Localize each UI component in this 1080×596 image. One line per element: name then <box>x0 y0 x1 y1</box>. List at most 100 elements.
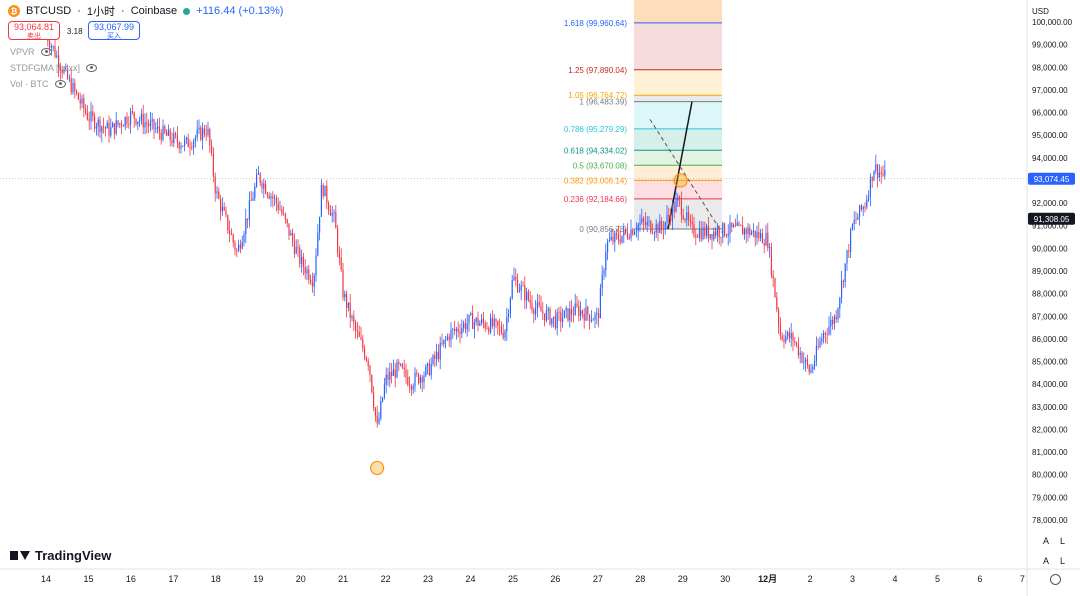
candle-body <box>155 128 157 130</box>
log-scale-button[interactable]: L <box>1060 536 1066 546</box>
currency-label: USD <box>1032 7 1049 16</box>
interval-label[interactable]: 1小时 <box>86 6 116 18</box>
candle-body <box>383 384 385 398</box>
sell-label: 卖出 <box>27 33 41 40</box>
candle-body <box>772 275 774 279</box>
time-tick-label: 25 <box>508 574 518 584</box>
market-open-icon <box>183 7 191 15</box>
candle-body <box>259 173 261 183</box>
candle-body <box>490 317 492 333</box>
candle-body <box>828 326 830 335</box>
candle-body <box>288 223 290 236</box>
candle-body <box>526 291 528 301</box>
candle-body <box>194 137 196 142</box>
candle-body <box>540 305 542 312</box>
price-axis[interactable]: USD 100,000.00 99,000.00 98,000.00 97,000.00… <box>1028 7 1075 525</box>
candle-body <box>241 241 243 249</box>
auto-scale-button[interactable]: A <box>1043 536 1050 546</box>
candle-body <box>738 222 740 225</box>
candle-body <box>371 375 373 393</box>
candle-body <box>243 234 245 242</box>
candle-body <box>99 119 101 133</box>
fib-level-label: 0.5 (93,670.08) <box>573 161 628 170</box>
candle-body <box>644 221 646 226</box>
candle-body <box>819 341 821 347</box>
candle-body <box>477 317 479 326</box>
fibonacci-extension[interactable]: 1.618 (99,960.64) 1.25 (97,890.04) 1.05 (9… <box>564 0 723 234</box>
candle-body <box>212 153 214 177</box>
candle-body <box>599 288 601 319</box>
candle-body <box>580 310 582 317</box>
candle-body <box>578 305 580 317</box>
candle-body <box>835 316 837 320</box>
candle-body <box>81 98 83 104</box>
sell-button[interactable]: 93,064.81 卖出 <box>8 21 60 40</box>
tradingview-icon <box>10 550 32 561</box>
candle-body <box>680 199 682 216</box>
eye-icon[interactable] <box>86 64 98 72</box>
time-axis[interactable]: 14 15 16 17 18 19 20 21 22 23 24 25 26 27 28 29 30 12月 2 3 4… <box>41 574 1025 584</box>
candle-body <box>837 308 839 320</box>
candle-body <box>655 224 657 233</box>
candle-body <box>234 242 236 251</box>
candle-body <box>328 203 330 211</box>
candle-body <box>104 127 106 129</box>
indicator-stdfgma[interactable]: STDFGMA [Loxx] <box>10 63 98 73</box>
price-tick-label: 89,000.00 <box>1032 267 1068 276</box>
candle-body <box>380 401 382 419</box>
candle-body <box>587 307 589 315</box>
candle-body <box>688 212 690 221</box>
candle-body <box>709 234 711 238</box>
time-tick-label: 23 <box>423 574 433 584</box>
time-tick-label: 7 <box>1020 574 1025 584</box>
candle-body <box>594 314 596 320</box>
candle-body <box>488 328 490 333</box>
time-tick-label: 12月 <box>758 574 777 584</box>
eye-icon[interactable] <box>40 48 52 56</box>
candle-body <box>94 115 96 129</box>
candle-body <box>160 132 162 140</box>
candle-body <box>110 127 112 136</box>
candle-body <box>106 122 108 129</box>
symbol-header[interactable]: ₿ BTCUSD · 1小时 · Coinbase +116.44 (+0.13… <box>8 3 283 19</box>
candle-body <box>554 316 556 328</box>
candle-body <box>207 128 209 135</box>
candle-body <box>824 332 826 335</box>
buy-button[interactable]: 93,067.99 买入 <box>88 21 140 40</box>
candle-body <box>171 139 173 144</box>
candle-body <box>400 364 402 365</box>
candle-body <box>527 291 529 300</box>
candle-body <box>353 316 355 323</box>
candle-body <box>304 267 306 274</box>
candle-body <box>140 113 142 121</box>
candle-body <box>598 313 600 319</box>
candle-body <box>180 146 182 149</box>
candle-body <box>434 355 436 359</box>
candle-body <box>356 330 358 332</box>
candle-body <box>344 293 346 298</box>
candle-body <box>92 111 94 116</box>
candle-body <box>499 325 501 327</box>
candle-body <box>387 374 389 380</box>
eye-icon[interactable] <box>54 80 66 88</box>
gear-icon[interactable] <box>1050 574 1061 585</box>
log-scale-button-secondary[interactable]: L <box>1060 556 1066 566</box>
indicator-vpvr[interactable]: VPVR <box>10 47 52 57</box>
candle-body <box>238 244 240 252</box>
markers <box>0 173 1027 476</box>
candle-body <box>122 126 124 127</box>
candle-body <box>479 322 481 326</box>
indicator-volume[interactable]: Vol · BTC <box>10 79 66 89</box>
candle-body <box>389 371 391 380</box>
candle-body <box>324 185 326 197</box>
candle-body <box>862 206 864 210</box>
fib-level-label: 0.618 (94,334.02) <box>564 146 627 155</box>
candle-body <box>725 235 727 237</box>
candle-body <box>860 205 862 210</box>
candle-body <box>167 129 169 136</box>
candle-body <box>533 309 535 315</box>
auto-scale-button-secondary[interactable]: A <box>1043 556 1050 566</box>
time-tick-label: 27 <box>593 574 603 584</box>
candle-body <box>236 250 238 252</box>
